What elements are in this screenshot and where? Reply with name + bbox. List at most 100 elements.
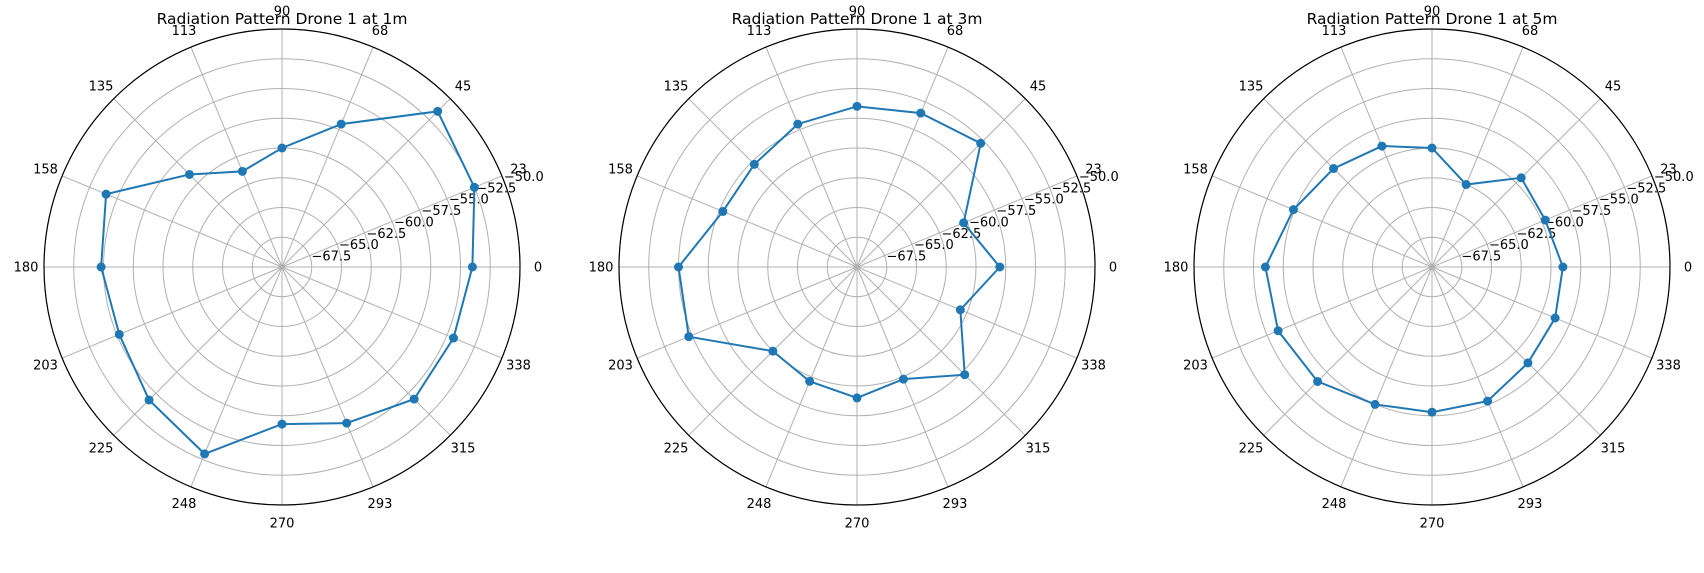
angle-tick-label: 135	[1239, 79, 1264, 94]
angle-tick-label: 90	[1424, 5, 1441, 20]
radial-tick-label: −60.0	[969, 215, 1009, 230]
data-point	[277, 419, 287, 429]
data-point	[101, 189, 111, 199]
angle-tick-label: 203	[1183, 358, 1208, 373]
radial-gridline	[73, 58, 491, 476]
angle-tick-label: 158	[33, 163, 58, 178]
radial-gridline	[1401, 236, 1463, 298]
radial-gridline	[1372, 207, 1492, 327]
angle-tick-label: 338	[1656, 358, 1681, 373]
angle-tick-label: 68	[947, 24, 964, 39]
chart-title: Radiation Pattern Drone 1 at 1m	[157, 10, 408, 28]
polar-frame	[1193, 28, 1671, 506]
data-point	[1461, 180, 1471, 190]
radial-tick-label: −50.0	[1079, 170, 1119, 185]
radial-tick-label: −65.0	[339, 238, 379, 253]
angle-tick-label: 23	[510, 163, 527, 178]
radial-tick-label: −62.5	[941, 227, 981, 242]
data-point	[684, 332, 694, 342]
angular-tick-labels: 0 23 45 68 90 113 135 158 180 203 225 248 270 293 315 3…	[1164, 5, 1693, 532]
data-point	[1370, 399, 1380, 409]
data-point	[336, 119, 346, 129]
data-point	[768, 346, 778, 356]
radial-tick-label: −57.5	[421, 204, 461, 219]
angle-tick-label: 225	[664, 442, 689, 457]
data-point	[184, 169, 194, 179]
polar-chart-2: Radiation Pattern Drone 1 at 3m 0 23 45 68 90…	[589, 5, 1119, 532]
radial-tick-label: −52.5	[1626, 181, 1666, 196]
radial-gridline	[192, 177, 372, 357]
data-point	[1273, 326, 1283, 336]
angle-tick-label: 225	[89, 442, 114, 457]
data-point	[1260, 262, 1270, 272]
angle-tick-label: 90	[849, 5, 866, 20]
radial-tick-labels: −67.5−65.0−62.5−60.0−57.5−55.0−52.5−50.0	[311, 170, 543, 265]
angle-tick-label: 338	[506, 358, 531, 373]
angle-tick-label: 203	[33, 358, 58, 373]
radial-gridline	[797, 207, 917, 327]
radial-tick-label: −67.5	[886, 250, 926, 265]
angle-tick-label: 248	[747, 497, 772, 512]
radial-tick-label: −62.5	[1516, 227, 1556, 242]
radial-gridline	[648, 58, 1066, 476]
angle-tick-label: 135	[664, 79, 689, 94]
angular-tick-labels: 0 23 45 68 90 113 135 158 180 203 225 248 270 293 315 3…	[589, 5, 1118, 532]
radial-tick-label: −60.0	[394, 215, 434, 230]
angle-tick-label: 113	[747, 24, 772, 39]
angle-tick-label: 45	[1030, 79, 1047, 94]
radial-tick-label: −55.0	[1599, 193, 1639, 208]
data-point	[959, 218, 969, 228]
angle-tick-label: 23	[1660, 163, 1677, 178]
data-point	[805, 376, 815, 386]
data-point	[976, 138, 986, 148]
radial-tick-label: −67.5	[1461, 250, 1501, 265]
data-points	[1260, 141, 1568, 417]
angle-tick-label: 158	[608, 163, 633, 178]
data-point	[793, 119, 803, 129]
data-point	[1558, 262, 1568, 272]
angular-gridlines	[44, 29, 520, 505]
chart-title: Radiation Pattern Drone 1 at 5m	[1307, 10, 1558, 28]
data-point	[955, 305, 965, 315]
angle-tick-label: 180	[589, 261, 614, 276]
radial-tick-labels: −67.5−65.0−62.5−60.0−57.5−55.0−52.5−50.0	[1461, 170, 1693, 265]
radial-tick-label: −67.5	[311, 250, 351, 265]
series-line	[100, 110, 476, 456]
angle-tick-label: 293	[1518, 497, 1543, 512]
angle-tick-label: 45	[455, 79, 472, 94]
radial-tick-label: −55.0	[1024, 193, 1064, 208]
data-points	[96, 106, 479, 459]
data-point	[409, 394, 419, 404]
angle-tick-label: 225	[1239, 442, 1264, 457]
series-line	[1264, 145, 1564, 414]
radial-tick-label: −57.5	[1571, 204, 1611, 219]
data-point	[1516, 173, 1526, 183]
data-point	[916, 108, 926, 118]
data-point	[200, 449, 210, 459]
chart-title: Radiation Pattern Drone 1 at 3m	[732, 10, 983, 28]
angle-tick-label: 135	[89, 79, 114, 94]
angle-tick-label: 270	[1420, 517, 1445, 532]
data-point	[1288, 205, 1298, 215]
radial-gridline	[132, 117, 432, 417]
angle-tick-label: 338	[1081, 358, 1106, 373]
radial-gridline	[737, 147, 977, 387]
data-point	[237, 166, 247, 176]
radial-gridline	[1223, 58, 1641, 476]
data-point	[449, 333, 459, 343]
radial-tick-label: −50.0	[1654, 170, 1694, 185]
angle-tick-label: 180	[1164, 261, 1189, 276]
radial-tick-label: −65.0	[1489, 238, 1529, 253]
data-point	[114, 329, 124, 339]
angle-tick-label: 270	[845, 517, 870, 532]
data-point	[1540, 215, 1550, 225]
angle-tick-label: 68	[372, 24, 389, 39]
angle-tick-label: 113	[1322, 24, 1347, 39]
data-point	[144, 395, 154, 405]
radial-tick-labels: −67.5−65.0−62.5−60.0−57.5−55.0−52.5−50.0	[886, 170, 1118, 265]
radial-gridline	[767, 177, 947, 357]
data-point	[467, 262, 477, 272]
angle-tick-label: 315	[1601, 442, 1626, 457]
angle-tick-label: 158	[1183, 163, 1208, 178]
